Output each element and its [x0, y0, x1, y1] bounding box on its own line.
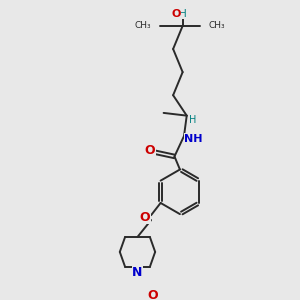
Text: H: H	[179, 9, 187, 19]
Text: O: O	[148, 289, 158, 300]
Text: H: H	[189, 115, 196, 125]
Text: O: O	[171, 9, 181, 19]
Text: NH: NH	[184, 134, 203, 144]
Text: N: N	[132, 266, 143, 279]
Text: O: O	[145, 145, 155, 158]
Text: O: O	[140, 211, 150, 224]
Text: CH₃: CH₃	[135, 21, 152, 30]
Text: CH₃: CH₃	[208, 21, 225, 30]
